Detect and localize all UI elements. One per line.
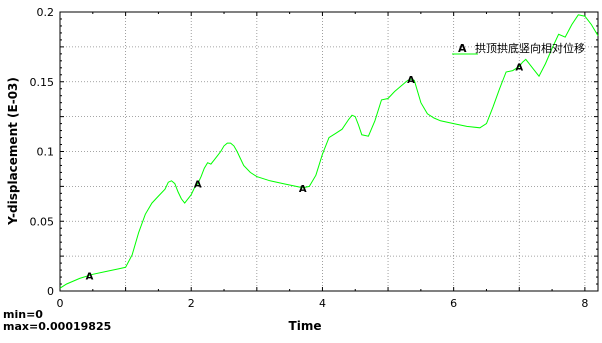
x-tick-label: 6 — [450, 297, 457, 310]
x-tick-label: 2 — [188, 297, 195, 310]
x-tick-label: 8 — [581, 297, 588, 310]
series-marker-label: A — [299, 184, 307, 195]
x-axis-title: Time — [289, 319, 322, 333]
y-tick-label: 0 — [47, 285, 54, 298]
y-tick-label: 0.15 — [30, 76, 55, 89]
legend: A 拱顶拱底竖向相对位移 — [452, 41, 585, 55]
x-tick-label: 0 — [57, 297, 64, 310]
series-marker-label: A — [86, 271, 94, 282]
series-markers: A A A A A — [86, 62, 524, 282]
x-tick-label: 4 — [319, 297, 326, 310]
y-tick-labels: 0 0.05 0.1 0.15 0.2 — [30, 6, 55, 298]
min-value-label: min=0 — [3, 308, 43, 321]
series-marker-label: A — [194, 180, 202, 191]
plot-area — [59, 11, 599, 292]
x-tick-labels: 0 2 4 6 8 — [57, 297, 589, 310]
series-line — [59, 14, 599, 289]
series-layer — [59, 14, 599, 289]
y-axis-title: Y-displacement (E-03) — [6, 77, 20, 226]
series-marker-label: A — [515, 62, 523, 73]
series-marker-label: A — [407, 75, 415, 86]
y-tick-label: 0.05 — [30, 215, 55, 228]
y-tick-label: 0.2 — [37, 6, 55, 19]
legend-marker-symbol: A — [458, 42, 467, 55]
max-value-label: max=0.00019825 — [3, 320, 112, 333]
y-tick-label: 0.1 — [37, 146, 55, 159]
legend-series-label: 拱顶拱底竖向相对位移 — [475, 41, 585, 55]
